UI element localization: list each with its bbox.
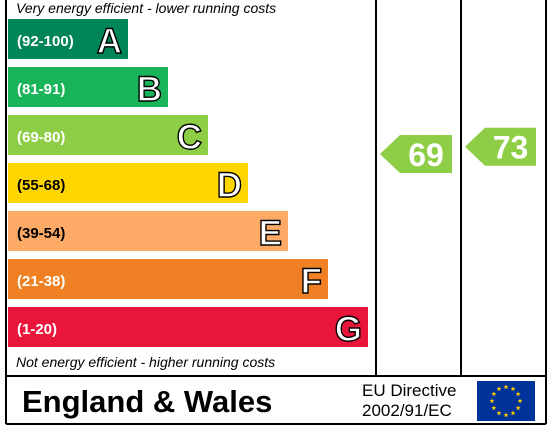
eu-flag-star — [510, 386, 516, 391]
eu-flag-star — [491, 405, 497, 411]
footer-region-label: England & Wales — [22, 384, 273, 419]
footer-directive: EU Directive 2002/91/EC — [362, 381, 456, 421]
band-f-letter: F — [301, 262, 322, 301]
eu-flag-star — [503, 412, 509, 418]
band-c-letter: C — [177, 118, 202, 157]
band-g-letter: G — [335, 310, 362, 349]
directive-line-1: EU Directive — [362, 381, 457, 400]
band-e-letter: E — [259, 214, 282, 253]
marker-1-arrow — [380, 135, 452, 173]
band-d — [8, 163, 248, 203]
band-a-letter: A — [97, 22, 122, 61]
band-g-range: (1-20) — [17, 321, 57, 338]
band-c-range: (69-80) — [17, 129, 65, 146]
band-b-letter: B — [137, 70, 162, 109]
eu-flag-star — [503, 384, 509, 390]
eu-flag-star — [496, 386, 502, 391]
marker-1-value: 69 — [408, 137, 444, 173]
top-note: Very energy efficient - lower running co… — [16, 0, 277, 16]
eu-flag-star — [517, 398, 523, 404]
eu-flag-star — [510, 410, 516, 416]
rating-bands: (92-100) A (81-91) B (69-80) C (55-68) D (39-54)… — [8, 19, 368, 350]
band-f — [8, 259, 328, 299]
rating-markers: 69 73 — [380, 127, 536, 173]
band-b — [8, 67, 168, 107]
directive-line-2: 2002/91/EC — [362, 401, 452, 420]
marker-2-arrow — [465, 127, 536, 166]
eu-flag-star — [489, 398, 495, 404]
band-e-range: (39-54) — [17, 225, 65, 242]
band-d-range: (55-68) — [17, 177, 65, 194]
marker-2-value: 73 — [493, 130, 529, 166]
band-e — [8, 211, 288, 251]
eu-flag-star — [515, 391, 521, 397]
eu-flag-icon — [477, 381, 535, 421]
band-g — [8, 307, 368, 347]
band-c — [8, 115, 208, 155]
band-a-range: (92-100) — [17, 33, 74, 50]
bottom-note: Not energy efficient - higher running co… — [16, 354, 276, 370]
eu-flag-star — [491, 391, 497, 397]
band-f-range: (21-38) — [17, 273, 65, 290]
band-b-range: (81-91) — [17, 81, 65, 98]
eu-flag-star — [496, 410, 502, 416]
band-a — [8, 19, 128, 59]
eu-flag-star — [515, 405, 521, 411]
band-d-letter: D — [217, 166, 242, 205]
